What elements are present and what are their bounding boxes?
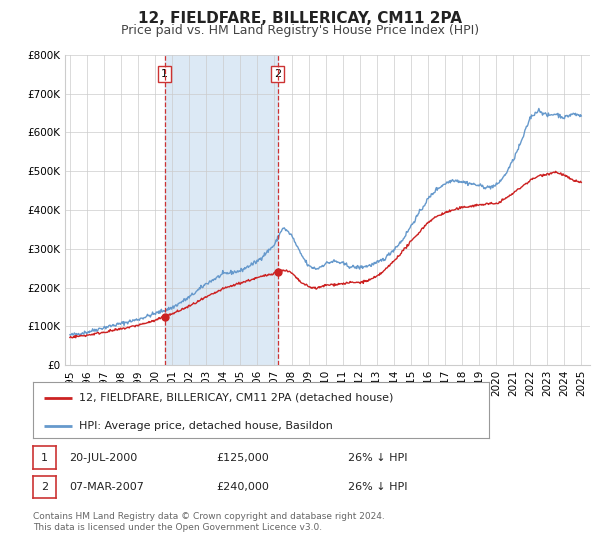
Text: Price paid vs. HM Land Registry's House Price Index (HPI): Price paid vs. HM Land Registry's House … — [121, 24, 479, 36]
Text: 26% ↓ HPI: 26% ↓ HPI — [348, 452, 407, 463]
Text: 20-JUL-2000: 20-JUL-2000 — [69, 452, 137, 463]
Bar — [164, 55, 278, 365]
Text: 2: 2 — [274, 69, 281, 79]
Text: 2: 2 — [41, 482, 48, 492]
Text: 1: 1 — [161, 69, 168, 79]
Text: HPI: Average price, detached house, Basildon: HPI: Average price, detached house, Basi… — [79, 421, 332, 431]
Text: 07-MAR-2007: 07-MAR-2007 — [69, 482, 144, 492]
Text: 12, FIELDFARE, BILLERICAY, CM11 2PA: 12, FIELDFARE, BILLERICAY, CM11 2PA — [138, 11, 462, 26]
Text: 26% ↓ HPI: 26% ↓ HPI — [348, 482, 407, 492]
Text: Contains HM Land Registry data © Crown copyright and database right 2024.
This d: Contains HM Land Registry data © Crown c… — [33, 512, 385, 532]
Text: £240,000: £240,000 — [216, 482, 269, 492]
Text: 12, FIELDFARE, BILLERICAY, CM11 2PA (detached house): 12, FIELDFARE, BILLERICAY, CM11 2PA (det… — [79, 393, 393, 403]
Text: £125,000: £125,000 — [216, 452, 269, 463]
Text: 1: 1 — [41, 452, 48, 463]
